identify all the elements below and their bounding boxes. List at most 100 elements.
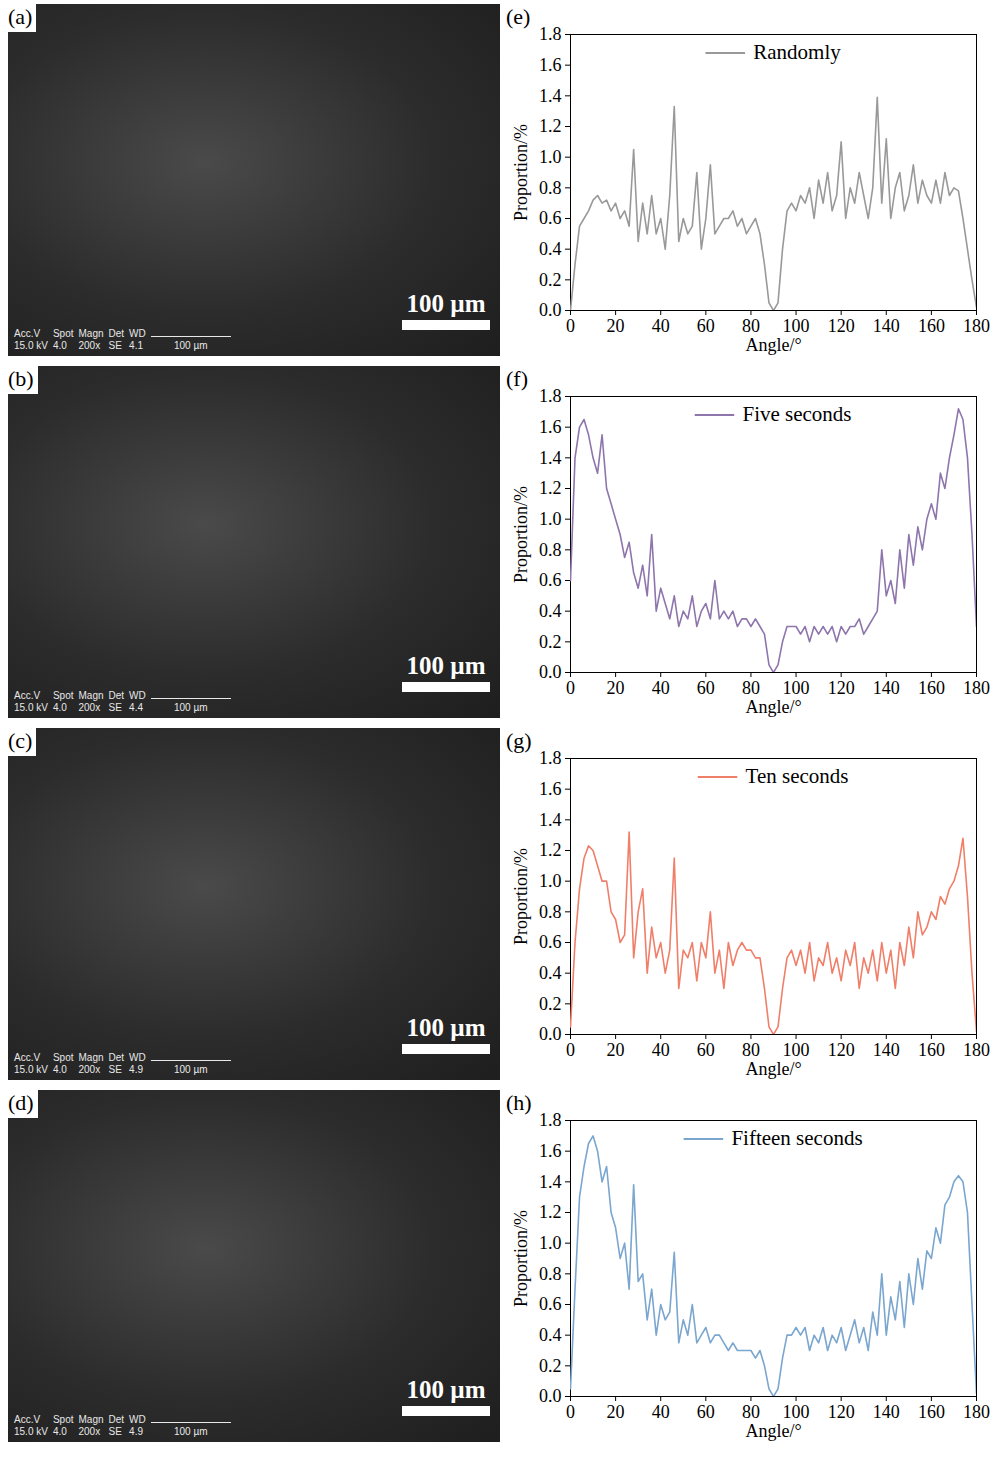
svg-text:0.2: 0.2 — [539, 1356, 562, 1376]
svg-text:Angle/°: Angle/° — [745, 1059, 801, 1079]
svg-text:0.2: 0.2 — [539, 994, 562, 1014]
svg-text:1.6: 1.6 — [539, 1141, 562, 1161]
svg-text:0.8: 0.8 — [539, 902, 562, 922]
svg-text:0.0: 0.0 — [539, 300, 562, 320]
svg-text:Proportion/%: Proportion/% — [511, 124, 531, 221]
svg-text:1.0: 1.0 — [539, 871, 562, 891]
svg-text:0.2: 0.2 — [539, 632, 562, 652]
svg-text:0.6: 0.6 — [539, 1294, 562, 1314]
svg-text:140: 140 — [873, 316, 900, 336]
svg-text:0.0: 0.0 — [539, 1386, 562, 1406]
svg-text:0.0: 0.0 — [539, 1024, 562, 1044]
svg-text:80: 80 — [742, 1040, 760, 1060]
svg-text:1.2: 1.2 — [539, 116, 562, 136]
svg-text:1.6: 1.6 — [539, 55, 562, 75]
svg-text:1.6: 1.6 — [539, 417, 562, 437]
svg-text:Angle/°: Angle/° — [745, 697, 801, 717]
html-text:Randomly: Randomly — [753, 40, 841, 64]
html-text:(g): (g) — [506, 728, 532, 753]
html-text:(d): (d) — [8, 1090, 34, 1115]
svg-text:Proportion/%: Proportion/% — [511, 486, 531, 583]
svg-text:40: 40 — [652, 316, 670, 336]
svg-text:180: 180 — [963, 316, 990, 336]
html-text:100 µm: 100 µm — [406, 1376, 486, 1403]
svg-text:1.4: 1.4 — [539, 1172, 562, 1192]
svg-text:40: 40 — [652, 1040, 670, 1060]
svg-text:0.8: 0.8 — [539, 1264, 562, 1284]
svg-text:0.4: 0.4 — [539, 601, 562, 621]
html-text:(e): (e) — [506, 4, 531, 29]
svg-text:100: 100 — [783, 316, 810, 336]
svg-text:120: 120 — [828, 1402, 855, 1422]
svg-text:1.4: 1.4 — [539, 810, 562, 830]
svg-text:Angle/°: Angle/° — [745, 335, 801, 355]
svg-text:20: 20 — [607, 1040, 625, 1060]
svg-text:80: 80 — [742, 316, 760, 336]
svg-text:0.8: 0.8 — [539, 178, 562, 198]
svg-text:Angle/°: Angle/° — [745, 1421, 801, 1441]
html-text:(b): (b) — [8, 366, 34, 391]
svg-text:Proportion/%: Proportion/% — [511, 848, 531, 945]
svg-text:1.4: 1.4 — [539, 448, 562, 468]
svg-text:140: 140 — [873, 1040, 900, 1060]
html-text:100 µm: 100 µm — [406, 652, 486, 679]
svg-text:1.8: 1.8 — [539, 1110, 562, 1130]
svg-text:0: 0 — [566, 316, 575, 336]
svg-text:0: 0 — [566, 1040, 575, 1060]
svg-text:180: 180 — [963, 678, 990, 698]
svg-text:120: 120 — [828, 678, 855, 698]
svg-text:60: 60 — [697, 316, 715, 336]
svg-text:140: 140 — [873, 678, 900, 698]
svg-text:40: 40 — [652, 678, 670, 698]
svg-text:100: 100 — [783, 678, 810, 698]
svg-text:0.0: 0.0 — [539, 662, 562, 682]
svg-text:80: 80 — [742, 678, 760, 698]
svg-text:0: 0 — [566, 1402, 575, 1422]
svg-text:0.6: 0.6 — [539, 932, 562, 952]
svg-text:160: 160 — [918, 678, 945, 698]
svg-text:60: 60 — [697, 1040, 715, 1060]
svg-text:1.8: 1.8 — [539, 386, 562, 406]
html-text:(h): (h) — [506, 1090, 532, 1115]
svg-text:1.8: 1.8 — [539, 748, 562, 768]
svg-text:1.0: 1.0 — [539, 509, 562, 529]
svg-text:0: 0 — [566, 678, 575, 698]
svg-text:1.8: 1.8 — [539, 24, 562, 44]
svg-text:60: 60 — [697, 1402, 715, 1422]
svg-text:0.8: 0.8 — [539, 540, 562, 560]
svg-text:120: 120 — [828, 1040, 855, 1060]
svg-text:1.0: 1.0 — [539, 147, 562, 167]
svg-text:140: 140 — [873, 1402, 900, 1422]
svg-text:0.4: 0.4 — [539, 1325, 562, 1345]
svg-text:0.6: 0.6 — [539, 570, 562, 590]
svg-text:40: 40 — [652, 1402, 670, 1422]
html-text:(c): (c) — [8, 728, 33, 753]
svg-text:0.2: 0.2 — [539, 270, 562, 290]
html-text:100 µm: 100 µm — [406, 1014, 486, 1041]
svg-text:Proportion/%: Proportion/% — [511, 1210, 531, 1307]
svg-text:180: 180 — [963, 1402, 990, 1422]
svg-text:1.0: 1.0 — [539, 1233, 562, 1253]
svg-text:1.2: 1.2 — [539, 478, 562, 498]
svg-text:100: 100 — [783, 1402, 810, 1422]
svg-text:1.2: 1.2 — [539, 840, 562, 860]
svg-text:20: 20 — [607, 678, 625, 698]
svg-text:1.6: 1.6 — [539, 779, 562, 799]
svg-text:1.4: 1.4 — [539, 86, 562, 106]
svg-text:0.6: 0.6 — [539, 208, 562, 228]
svg-text:60: 60 — [697, 678, 715, 698]
svg-text:180: 180 — [963, 1040, 990, 1060]
svg-text:100: 100 — [783, 1040, 810, 1060]
svg-text:80: 80 — [742, 1402, 760, 1422]
html-text:(a): (a) — [8, 4, 33, 29]
svg-text:20: 20 — [607, 1402, 625, 1422]
svg-text:1.2: 1.2 — [539, 1202, 562, 1222]
svg-text:160: 160 — [918, 316, 945, 336]
svg-text:0.4: 0.4 — [539, 963, 562, 983]
svg-text:160: 160 — [918, 1040, 945, 1060]
html-text:100 µm: 100 µm — [406, 290, 486, 317]
svg-text:0.4: 0.4 — [539, 239, 562, 259]
svg-text:20: 20 — [607, 316, 625, 336]
svg-text:160: 160 — [918, 1402, 945, 1422]
svg-text:120: 120 — [828, 316, 855, 336]
